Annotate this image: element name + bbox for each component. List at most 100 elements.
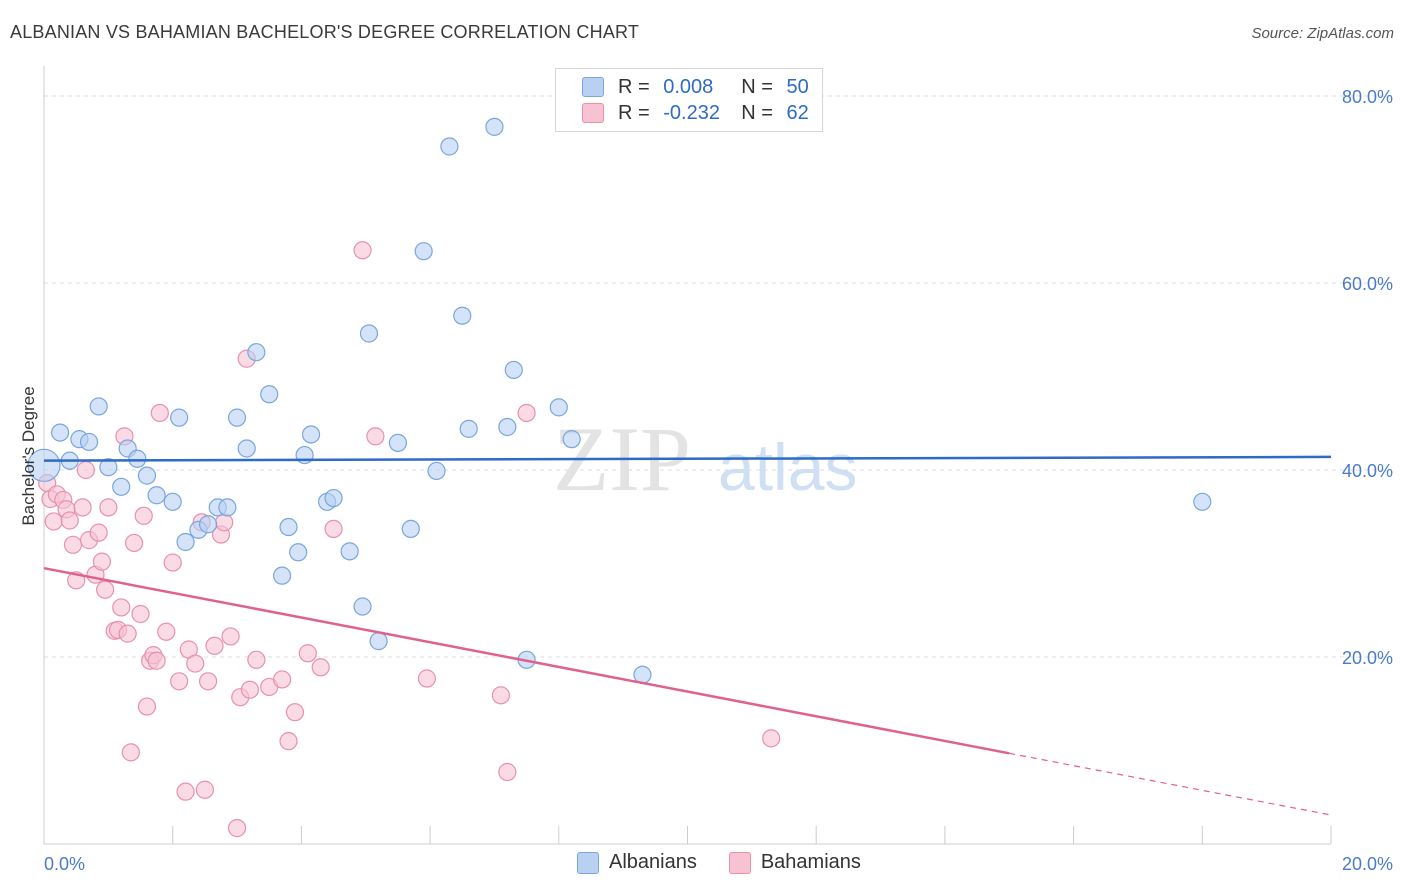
albanians-point — [147, 486, 166, 505]
legend-r-value: -0.232 — [663, 101, 720, 124]
bahamians-point — [198, 672, 218, 691]
bahamians-point — [60, 511, 79, 530]
albanians-point — [340, 542, 359, 561]
x-tick-labels: 0.0% 20.0% — [44, 854, 1393, 874]
legend-row-bahamians: R = -0.232 N = 62 — [556, 100, 809, 126]
albanians-point — [112, 477, 131, 496]
bahamians-point — [44, 512, 63, 531]
albanians-point — [260, 385, 279, 404]
legend-row-albanians: R = 0.008 N = 50 — [556, 74, 809, 100]
albanians-point — [301, 425, 321, 444]
bahamians-point — [247, 650, 266, 669]
y-tick-label: 80.0% — [1342, 87, 1393, 107]
bahamians-point — [205, 636, 224, 655]
albanians-point — [504, 360, 523, 380]
bahamians-swatch — [582, 103, 604, 123]
grid-lines — [44, 95, 1392, 658]
bahamians-point — [99, 498, 118, 517]
legend-n-value: 50 — [786, 75, 809, 98]
albanians-trend-line — [43, 455, 1332, 462]
bahamians-point — [124, 533, 144, 553]
bahamians-point — [63, 535, 83, 554]
bahamians-point — [147, 651, 166, 670]
chart-title: ALBANIAN VS BAHAMIAN BACHELOR'S DEGREE C… — [10, 22, 640, 42]
bahamians-point — [121, 743, 140, 762]
bahamians-point — [112, 598, 131, 617]
bahamians-point — [176, 782, 195, 801]
albanians-point — [176, 532, 195, 552]
albanians-point — [137, 466, 157, 485]
y-axis-label: Bachelor's Degree — [19, 386, 38, 525]
bahamians-point — [498, 762, 517, 782]
legend-item-albanians: Albanians — [577, 851, 697, 874]
albanians-point — [440, 137, 459, 156]
series-legend: Albanians Bahamians — [577, 851, 893, 874]
albanians-point — [170, 408, 189, 427]
x-tick-label: 20.0% — [1342, 854, 1393, 874]
albanians-point — [79, 432, 99, 452]
bahamians-point — [324, 519, 343, 539]
albanians-point — [163, 492, 182, 511]
bahamians-point — [279, 732, 298, 751]
bahamians-point — [491, 686, 510, 705]
bahamians-point — [366, 427, 385, 446]
albanians-point — [27, 448, 61, 482]
albanians-point — [237, 439, 256, 458]
albanians-point — [279, 517, 298, 537]
bahamians-trend-extension — [1009, 752, 1332, 816]
albanians-point — [1193, 492, 1212, 511]
albanians-point — [414, 242, 433, 261]
albanians-point — [289, 543, 308, 562]
y-tick-labels: 20.0% 40.0% 60.0% 80.0% — [1342, 87, 1393, 668]
bahamians-point — [89, 523, 108, 542]
bahamians-point — [157, 622, 176, 641]
y-tick-label: 20.0% — [1342, 648, 1393, 668]
bahamians-point — [240, 680, 260, 699]
bahamians-points — [38, 241, 781, 838]
albanians-points — [27, 117, 1212, 684]
bahamians-point — [227, 819, 247, 838]
bahamians-point — [96, 580, 115, 599]
bahamians-point — [170, 672, 189, 691]
legend-n-value: 62 — [786, 101, 809, 124]
bahamians-point — [417, 669, 436, 688]
bahamians-point — [221, 627, 240, 646]
bahamians-point — [311, 658, 330, 677]
bahamians-point — [353, 241, 372, 260]
albanians-point — [218, 498, 237, 517]
albanians-point — [272, 566, 292, 585]
bahamians-point — [298, 644, 317, 663]
x-tick-label: 0.0% — [44, 854, 85, 874]
albanians-point — [485, 117, 504, 136]
watermark-atlas: atlas — [718, 430, 857, 504]
legend-label-bahamians: Bahamians — [760, 851, 861, 873]
bahamians-point — [92, 552, 112, 571]
stats-legend: R = 0.008 N = 50 R = -0.232 N = 62 — [555, 68, 823, 132]
bahamians-point — [186, 654, 205, 673]
albanians-legend-swatch — [577, 851, 599, 874]
y-tick-label: 60.0% — [1342, 274, 1393, 294]
albanians-point — [453, 306, 472, 325]
legend-n-label: N = — [741, 101, 773, 124]
albanians-point — [50, 423, 70, 442]
bahamians-point — [118, 624, 137, 643]
albanians-point — [89, 397, 108, 416]
bahamians-point — [73, 498, 92, 517]
albanians-point — [353, 597, 372, 616]
source-label: Source: ZipAtlas.com — [1251, 25, 1394, 42]
albanians-point — [427, 461, 446, 481]
albanians-point — [369, 632, 388, 651]
bahamians-point — [163, 553, 182, 572]
bahamians-point — [131, 604, 150, 624]
bahamians-point — [137, 697, 157, 716]
bahamians-point — [150, 403, 169, 423]
bahamians-trend-line — [43, 566, 1010, 755]
legend-item-bahamians: Bahamians — [728, 851, 861, 874]
bahamians-point — [272, 670, 292, 689]
y-tick-label: 40.0% — [1342, 461, 1393, 481]
bahamians-point — [517, 403, 536, 423]
albanians-point — [198, 515, 218, 534]
albanians-swatch — [582, 77, 604, 97]
legend-label-albanians: Albanians — [609, 851, 697, 873]
albanians-point — [324, 488, 343, 508]
